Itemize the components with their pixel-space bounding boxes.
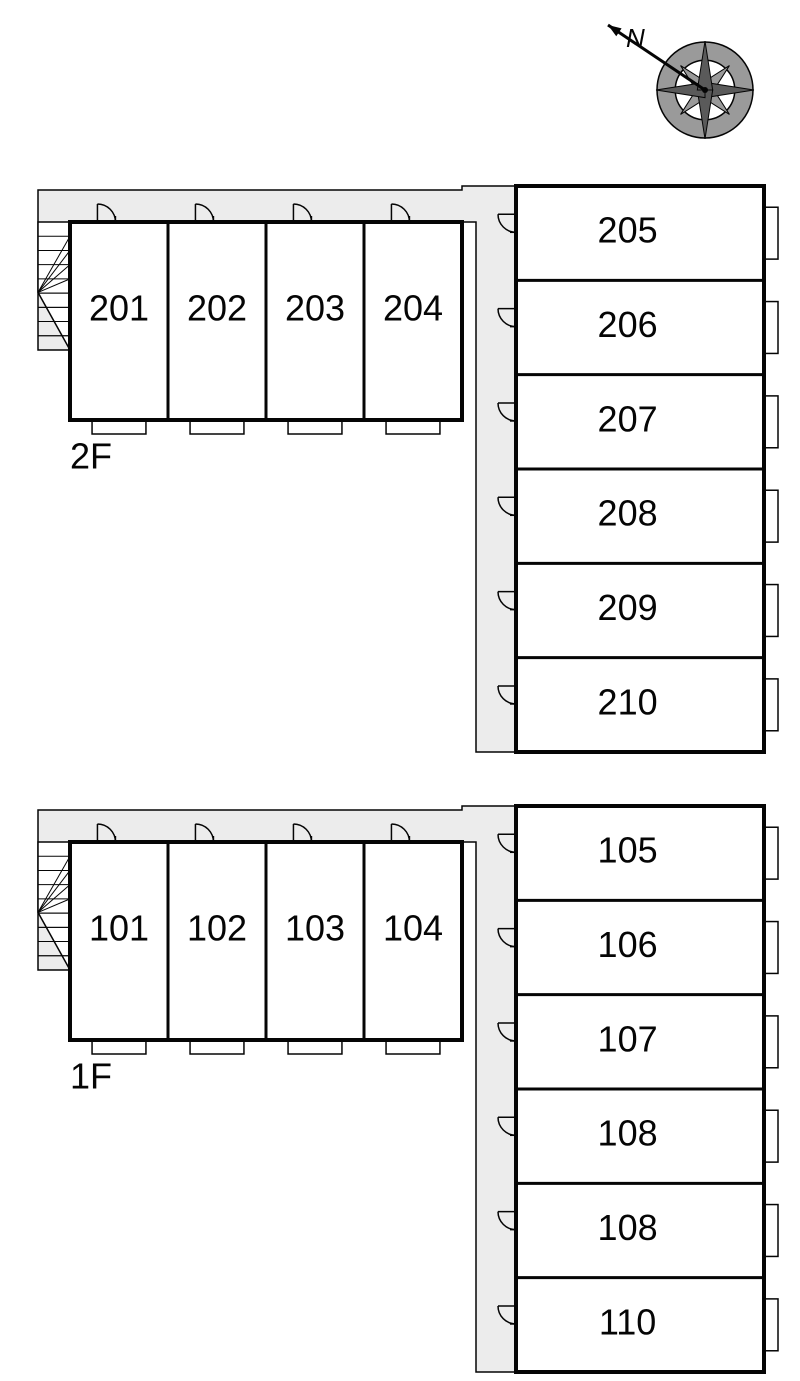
unit-label: 105 xyxy=(598,830,658,871)
unit-label: 209 xyxy=(598,587,658,628)
floor-label: 2F xyxy=(70,435,112,476)
unit-label: 110 xyxy=(599,1301,656,1342)
unit-label: 108 xyxy=(598,1207,658,1248)
unit-label: 205 xyxy=(598,210,658,251)
unit-label: 201 xyxy=(89,288,149,329)
floor-label: 1F xyxy=(70,1055,112,1096)
unit-label: 210 xyxy=(598,681,658,722)
compass-n-label: N xyxy=(626,23,645,53)
unit-label: 102 xyxy=(187,908,247,949)
unit-label: 104 xyxy=(383,908,443,949)
unit-label: 206 xyxy=(598,304,658,345)
unit-label: 204 xyxy=(383,288,443,329)
unit-label: 103 xyxy=(285,908,345,949)
unit-label: 202 xyxy=(187,288,247,329)
unit-label: 106 xyxy=(598,924,658,965)
unit-label: 203 xyxy=(285,288,345,329)
unit-label: 208 xyxy=(598,493,658,534)
unit-label: 107 xyxy=(598,1018,658,1059)
unit-label: 207 xyxy=(598,398,658,439)
unit-label: 101 xyxy=(89,908,149,949)
unit-label: 108 xyxy=(598,1113,658,1154)
